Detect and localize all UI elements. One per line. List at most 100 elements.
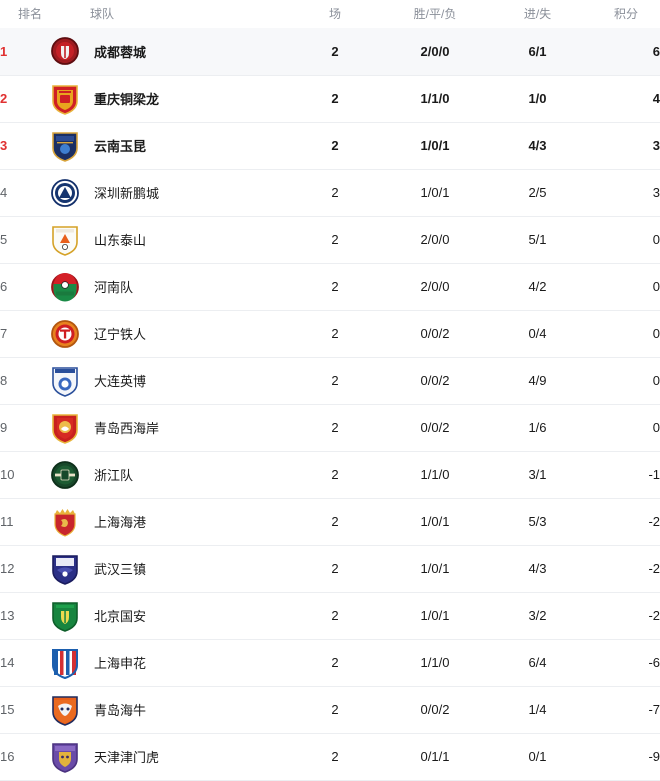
row-team-cell[interactable]: 武汉三镇 [50,545,290,592]
wuhan-three-towns-crest-icon [50,553,80,585]
column-header-points[interactable]: 积分 [585,0,660,28]
row-points: 0 [652,420,660,435]
row-team-name: 重庆铜梁龙 [94,92,160,107]
table-row[interactable]: 10 浙江队 2 1/1/0 3/1 -1 [0,451,660,498]
row-rank: 5 [0,232,8,247]
shanghai-shenhua-crest-icon [50,647,80,679]
row-team-name: 辽宁铁人 [94,327,147,342]
row-team-name: 山东泰山 [94,233,147,248]
row-team-cell[interactable]: 云南玉昆 [50,122,290,169]
dalian-yingbo-crest-icon [50,365,80,397]
row-points: 4 [652,91,660,106]
row-team-cell[interactable]: 深圳新鹏城 [50,169,290,216]
row-points: 3 [652,185,660,200]
row-team-cell[interactable]: 上海海港 [50,498,290,545]
row-goals: 3/1 [528,467,547,482]
shandong-taishan-crest-icon [50,224,80,256]
row-team-cell[interactable]: 重庆铜梁龙 [50,75,290,122]
row-rank: 14 [0,655,15,670]
table-row[interactable]: 1 成都蓉城 2 2/0/0 6/1 6 [0,28,660,75]
shanghai-port-crest-icon [50,506,80,538]
row-goals: 1/0 [528,91,547,106]
table-row[interactable]: 5 山东泰山 2 2/0/0 5/1 0 [0,216,660,263]
table-row[interactable]: 11 上海海港 2 1/0/1 5/3 -2 [0,498,660,545]
column-header-rank[interactable]: 排名 [0,0,50,28]
row-played: 2 [331,43,339,59]
table-row[interactable]: 15 青岛海牛 2 0/0/2 1/4 -7 [0,686,660,733]
row-rank: 3 [0,138,8,153]
row-wdl: 0/0/2 [420,326,450,341]
henan-crest-icon [50,271,80,303]
row-points: -2 [648,514,660,529]
row-wdl: 1/1/0 [420,467,450,482]
row-wdl: 1/0/1 [420,185,450,200]
column-header-played[interactable]: 场 [290,0,380,28]
row-rank: 15 [0,702,15,717]
table-row[interactable]: 6 河南队 2 2/0/0 4/2 0 [0,263,660,310]
row-team-cell[interactable]: 大连英博 [50,357,290,404]
row-team-name: 成都蓉城 [94,44,147,60]
row-wdl: 2/0/0 [420,279,450,294]
row-goals: 4/2 [528,279,547,294]
shenzhen-peng-city-crest-icon [50,177,80,209]
tianjin-jinmen-tiger-crest-icon [50,741,80,773]
row-rank: 13 [0,608,15,623]
row-goals: 1/4 [528,702,547,717]
row-played: 2 [331,279,339,294]
row-team-name: 青岛西海岸 [94,421,160,436]
row-points: 0 [652,279,660,294]
row-team-cell[interactable]: 天津津门虎 [50,733,290,780]
table-row[interactable]: 2 重庆铜梁龙 2 1/1/0 1/0 4 [0,75,660,122]
row-goals: 5/1 [528,232,547,247]
row-team-cell[interactable]: 北京国安 [50,592,290,639]
row-team-cell[interactable]: 青岛西海岸 [50,404,290,451]
row-played: 2 [331,702,339,717]
row-rank: 10 [0,467,15,482]
table-row[interactable]: 9 青岛西海岸 2 0/0/2 1/6 0 [0,404,660,451]
row-played: 2 [331,749,339,764]
yunnan-yukun-crest-icon [50,130,80,162]
row-wdl: 0/1/1 [420,749,450,764]
zhejiang-crest-icon [50,459,80,491]
row-team-cell[interactable]: 浙江队 [50,451,290,498]
row-played: 2 [331,655,339,670]
table-row[interactable]: 8 大连英博 2 0/0/2 4/9 0 [0,357,660,404]
row-team-cell[interactable]: 河南队 [50,263,290,310]
row-points: 0 [652,326,660,341]
row-team-cell[interactable]: 青岛海牛 [50,686,290,733]
table-row[interactable]: 13 北京国安 2 1/0/1 3/2 -2 [0,592,660,639]
column-header-team[interactable]: 球队 [50,0,290,28]
row-goals: 0/4 [528,326,547,341]
row-team-cell[interactable]: 辽宁铁人 [50,310,290,357]
row-points: 0 [652,373,660,388]
row-wdl: 0/0/2 [420,420,450,435]
row-points: -6 [648,655,660,670]
row-goals: 2/5 [528,185,547,200]
row-team-cell[interactable]: 上海申花 [50,639,290,686]
row-points: -2 [648,608,660,623]
row-played: 2 [331,608,339,623]
row-team-cell[interactable]: 山东泰山 [50,216,290,263]
column-header-goals[interactable]: 进/失 [490,0,585,28]
column-header-wdl[interactable]: 胜/平/负 [380,0,490,28]
row-wdl: 1/0/1 [420,514,450,529]
table-row[interactable]: 4 深圳新鹏城 2 1/0/1 2/5 3 [0,169,660,216]
row-goals: 4/3 [528,561,547,576]
row-team-cell[interactable]: 成都蓉城 [50,28,290,75]
row-points: 6 [652,43,660,59]
qingdao-west-coast-crest-icon [50,412,80,444]
table-row[interactable]: 12 武汉三镇 2 1/0/1 4/3 -2 [0,545,660,592]
table-row[interactable]: 3 云南玉昆 2 1/0/1 4/3 3 [0,122,660,169]
row-team-name: 上海海港 [94,515,147,530]
row-team-name: 深圳新鹏城 [94,186,160,201]
row-rank: 4 [0,185,8,200]
row-wdl: 1/0/1 [420,561,450,576]
row-goals: 6/1 [528,43,547,59]
row-rank: 9 [0,420,8,435]
table-row[interactable]: 16 天津津门虎 2 0/1/1 0/1 -9 [0,733,660,780]
row-played: 2 [331,514,339,529]
row-team-name: 浙江队 [94,468,134,483]
table-row[interactable]: 7 辽宁铁人 2 0/0/2 0/4 0 [0,310,660,357]
table-row[interactable]: 14 上海申花 2 1/1/0 6/4 -6 [0,639,660,686]
